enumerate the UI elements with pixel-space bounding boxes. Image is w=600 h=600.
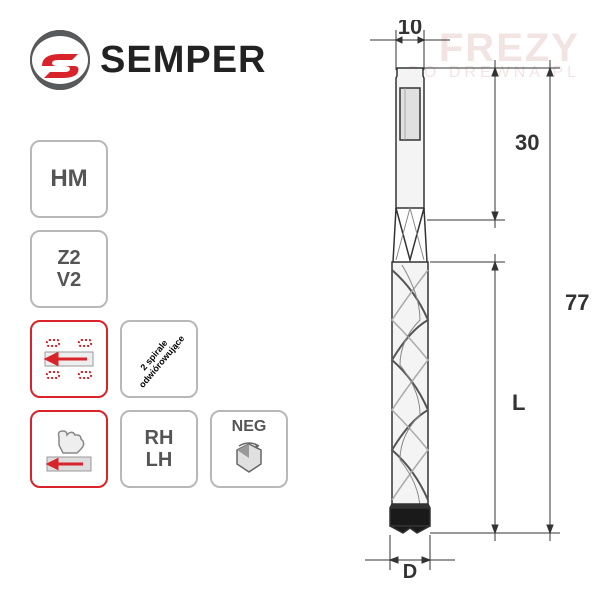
dim-cut-l: L bbox=[512, 390, 525, 415]
logo-text: SEMPER bbox=[100, 39, 266, 82]
spiral-label: 2 spirale odwiórowujące bbox=[131, 328, 188, 391]
brand-logo: SEMPER bbox=[30, 30, 266, 90]
logo-mark-icon bbox=[30, 30, 90, 90]
spec-neg: NEG bbox=[210, 410, 288, 488]
spec-z2v2: Z2 V2 bbox=[30, 230, 108, 308]
spec-rhlh: RH LH bbox=[120, 410, 198, 488]
spec-v2-label: V2 bbox=[57, 269, 81, 291]
dim-shank-l: 30 bbox=[515, 130, 539, 155]
spec-hm: HM bbox=[30, 140, 108, 218]
spec-z2-label: Z2 bbox=[57, 247, 80, 269]
dim-total-l: 77 bbox=[565, 290, 589, 315]
spec-hand-icon bbox=[30, 410, 108, 488]
spec-neg-label: NEG bbox=[232, 418, 267, 436]
spec-feed-icon bbox=[30, 320, 108, 398]
spec-lh-label: LH bbox=[146, 449, 173, 471]
spec-grid: HM Z2 V2 2 spirale odwiórowujące bbox=[30, 140, 290, 500]
spec-rh-label: RH bbox=[145, 427, 174, 449]
technical-drawing: 10 bbox=[330, 20, 590, 580]
spec-spiral: 2 spirale odwiórowujące bbox=[120, 320, 198, 398]
dim-shank-d: 10 bbox=[398, 20, 422, 39]
dim-cut-d: D bbox=[403, 561, 417, 580]
